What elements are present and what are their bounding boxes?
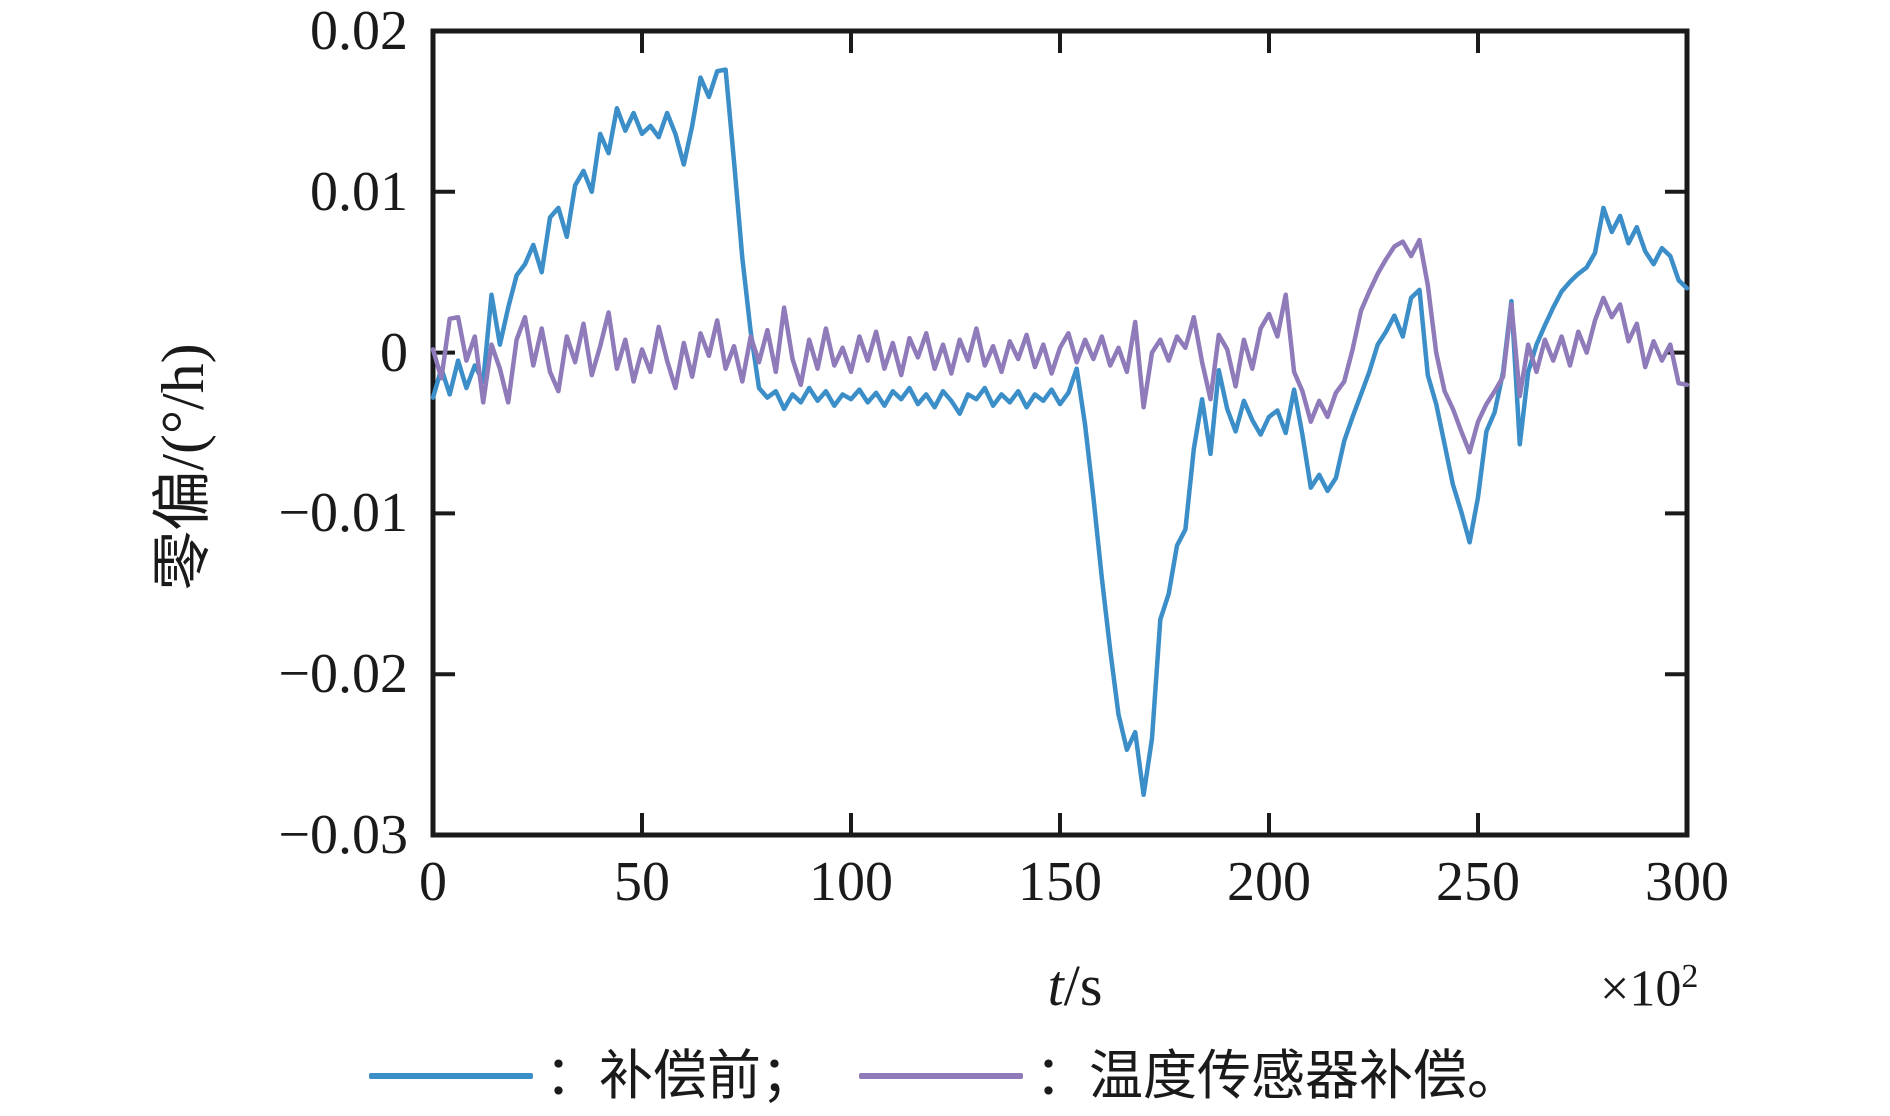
legend-line-swatch-purple (859, 1073, 1023, 1079)
series-line-temperature-sensor-compensation (430, 237, 1690, 455)
legend-label-before-compensation: ：补偿前； (545, 1046, 815, 1106)
x-tick-label: 300 (1645, 851, 1729, 913)
x-axis-variable: t (1047, 953, 1064, 1018)
x-tick-label: 200 (1227, 851, 1311, 913)
legend: ：补偿前； ：温度传感器补偿。 (0, 1040, 1890, 1112)
legend-item-before-compensation: ：补偿前； (369, 1044, 815, 1108)
x-axis-multiplier-base: ×10 (1600, 960, 1682, 1018)
legend-line-swatch-blue (369, 1073, 533, 1079)
plot-box (430, 28, 1690, 838)
x-axis-multiplier-exponent: 2 (1681, 958, 1699, 995)
series-line-before-compensation (430, 67, 1690, 798)
y-tick-label: −0.03 (278, 804, 408, 866)
x-axis-multiplier: ×102 (1600, 948, 1820, 1018)
x-tick-label: 0 (419, 851, 447, 913)
x-axis-label: t/s (975, 955, 1175, 1017)
x-tick-label: 100 (809, 851, 893, 913)
x-tick-label: 250 (1436, 851, 1520, 913)
y-tick-label: 0.01 (310, 160, 408, 223)
x-tick-label: 150 (1018, 851, 1102, 913)
legend-item-temperature-sensor-compensation: ：温度传感器补偿。 (859, 1044, 1521, 1108)
axis-ticks (431, 29, 1689, 837)
y-tick-label: 0.02 (310, 0, 408, 62)
legend-label-temperature-sensor-compensation: ：温度传感器补偿。 (1035, 1046, 1521, 1106)
x-axis-unit: /s (1063, 953, 1103, 1018)
y-tick-label: −0.01 (278, 482, 408, 545)
y-tick-label: 0 (380, 321, 408, 384)
x-tick-label: 50 (614, 851, 670, 913)
y-tick-label: −0.02 (278, 643, 408, 706)
